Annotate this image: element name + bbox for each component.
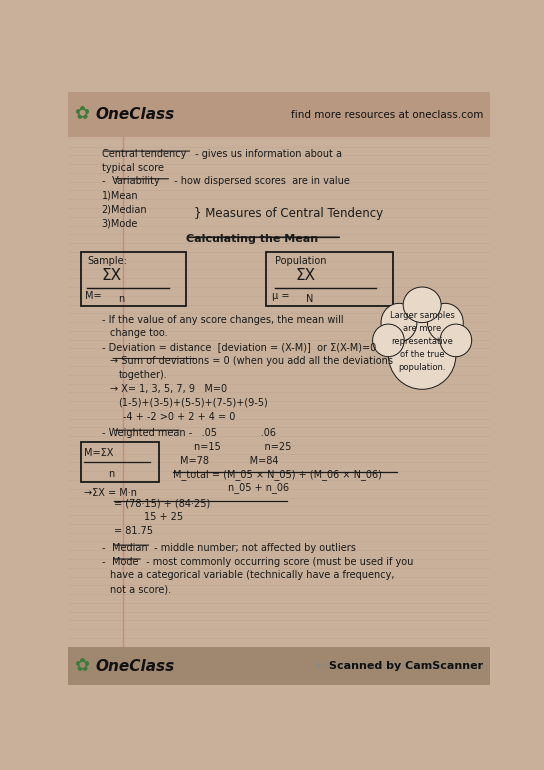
Text: } Measures of Central Tendency: } Measures of Central Tendency: [195, 207, 384, 220]
Text: → Sum of deviations = 0 (when you add all the deviations: → Sum of deviations = 0 (when you add al…: [110, 356, 393, 366]
Text: n_05 + n_06: n_05 + n_06: [228, 483, 289, 494]
Text: ✿: ✿: [75, 105, 89, 124]
Text: population.: population.: [398, 363, 446, 372]
Text: Median: Median: [112, 543, 148, 553]
Text: together).: together).: [119, 370, 168, 380]
Text: -: -: [102, 557, 108, 567]
Text: 15 + 25: 15 + 25: [144, 512, 183, 522]
Text: typical score: typical score: [102, 162, 164, 172]
Text: find more resources at oneclass.com: find more resources at oneclass.com: [291, 109, 483, 119]
Bar: [266, 253, 393, 306]
Text: ΣX: ΣX: [102, 268, 122, 283]
Text: 2)Median: 2)Median: [102, 204, 147, 214]
Text: -4 + -2 >0 + 2 + 4 = 0: -4 + -2 >0 + 2 + 4 = 0: [123, 411, 235, 421]
Text: Sample:: Sample:: [87, 256, 127, 266]
Text: n=15              n=25: n=15 n=25: [195, 442, 292, 452]
Text: not a score).: not a score).: [110, 584, 171, 594]
Text: μ =: μ =: [273, 291, 290, 301]
Text: Larger samples: Larger samples: [390, 311, 455, 320]
Text: - middle number; not affected by outliers: - middle number; not affected by outlier…: [151, 543, 356, 553]
Ellipse shape: [428, 303, 463, 342]
Text: M_total = (M_05 × N_05) + (M_06 × N_06): M_total = (M_05 × N_05) + (M_06 × N_06): [174, 470, 382, 480]
Ellipse shape: [373, 324, 404, 357]
Text: change too.: change too.: [110, 328, 168, 338]
Text: - Weighted mean -   .05              .06: - Weighted mean - .05 .06: [102, 428, 276, 438]
Text: M=: M=: [85, 291, 102, 301]
Text: OneClass: OneClass: [95, 107, 175, 122]
Text: = (78·15) + (84·25): = (78·15) + (84·25): [114, 499, 211, 509]
Text: M=78             M=84: M=78 M=84: [180, 456, 278, 466]
Ellipse shape: [381, 303, 417, 342]
Text: representative: representative: [391, 336, 453, 346]
Text: N: N: [306, 294, 313, 303]
Text: Scanned by CamScanner: Scanned by CamScanner: [329, 661, 483, 671]
Text: - Deviation = distance  [deviation = (X-M)]  or Σ(X-M)=0: - Deviation = distance [deviation = (X-M…: [102, 342, 376, 352]
Text: - If the value of any score changes, the mean will: - If the value of any score changes, the…: [102, 314, 343, 324]
Text: Population: Population: [275, 256, 326, 266]
Text: 1)Mean: 1)Mean: [102, 190, 138, 200]
Text: → X= 1, 3, 5, 7, 9   M=0: → X= 1, 3, 5, 7, 9 M=0: [110, 383, 227, 393]
Text: - how dispersed scores  are in value: - how dispersed scores are in value: [171, 176, 350, 186]
Text: ΣX: ΣX: [296, 268, 316, 283]
Text: Variability: Variability: [112, 176, 161, 186]
Ellipse shape: [440, 324, 472, 357]
Ellipse shape: [403, 287, 441, 323]
Bar: [81, 442, 159, 482]
Text: = 81.75: = 81.75: [114, 527, 153, 537]
Text: Central tendency: Central tendency: [102, 149, 186, 159]
Text: ✿: ✿: [75, 657, 89, 675]
Text: -: -: [102, 543, 108, 553]
Text: OneClass: OneClass: [95, 658, 175, 674]
Text: n: n: [119, 294, 125, 303]
Text: find more resources at oneclass.com: find more resources at oneclass.com: [317, 661, 483, 671]
Text: - gives us information about a: - gives us information about a: [193, 149, 342, 159]
Text: are more: are more: [403, 323, 441, 333]
Text: have a categorical variable (technically have a frequency,: have a categorical variable (technically…: [110, 571, 394, 581]
Text: of the true: of the true: [400, 350, 444, 359]
Text: -: -: [102, 176, 105, 186]
Text: M=ΣX: M=ΣX: [84, 447, 113, 457]
Ellipse shape: [388, 321, 456, 390]
Text: (1-5)+(3-5)+(5-5)+(7-5)+(9-5): (1-5)+(3-5)+(5-5)+(7-5)+(9-5): [119, 397, 268, 407]
Bar: [81, 253, 186, 306]
Text: →ΣX = M·n: →ΣX = M·n: [84, 488, 137, 498]
Text: 3)Mode: 3)Mode: [102, 218, 138, 228]
Text: Calculating the Mean: Calculating the Mean: [186, 234, 318, 244]
Text: - most commonly occurring score (must be used if you: - most commonly occurring score (must be…: [143, 557, 413, 567]
Text: Mode: Mode: [112, 557, 139, 567]
Bar: [68, 92, 490, 137]
Text: n: n: [108, 469, 114, 479]
Bar: [68, 647, 490, 685]
